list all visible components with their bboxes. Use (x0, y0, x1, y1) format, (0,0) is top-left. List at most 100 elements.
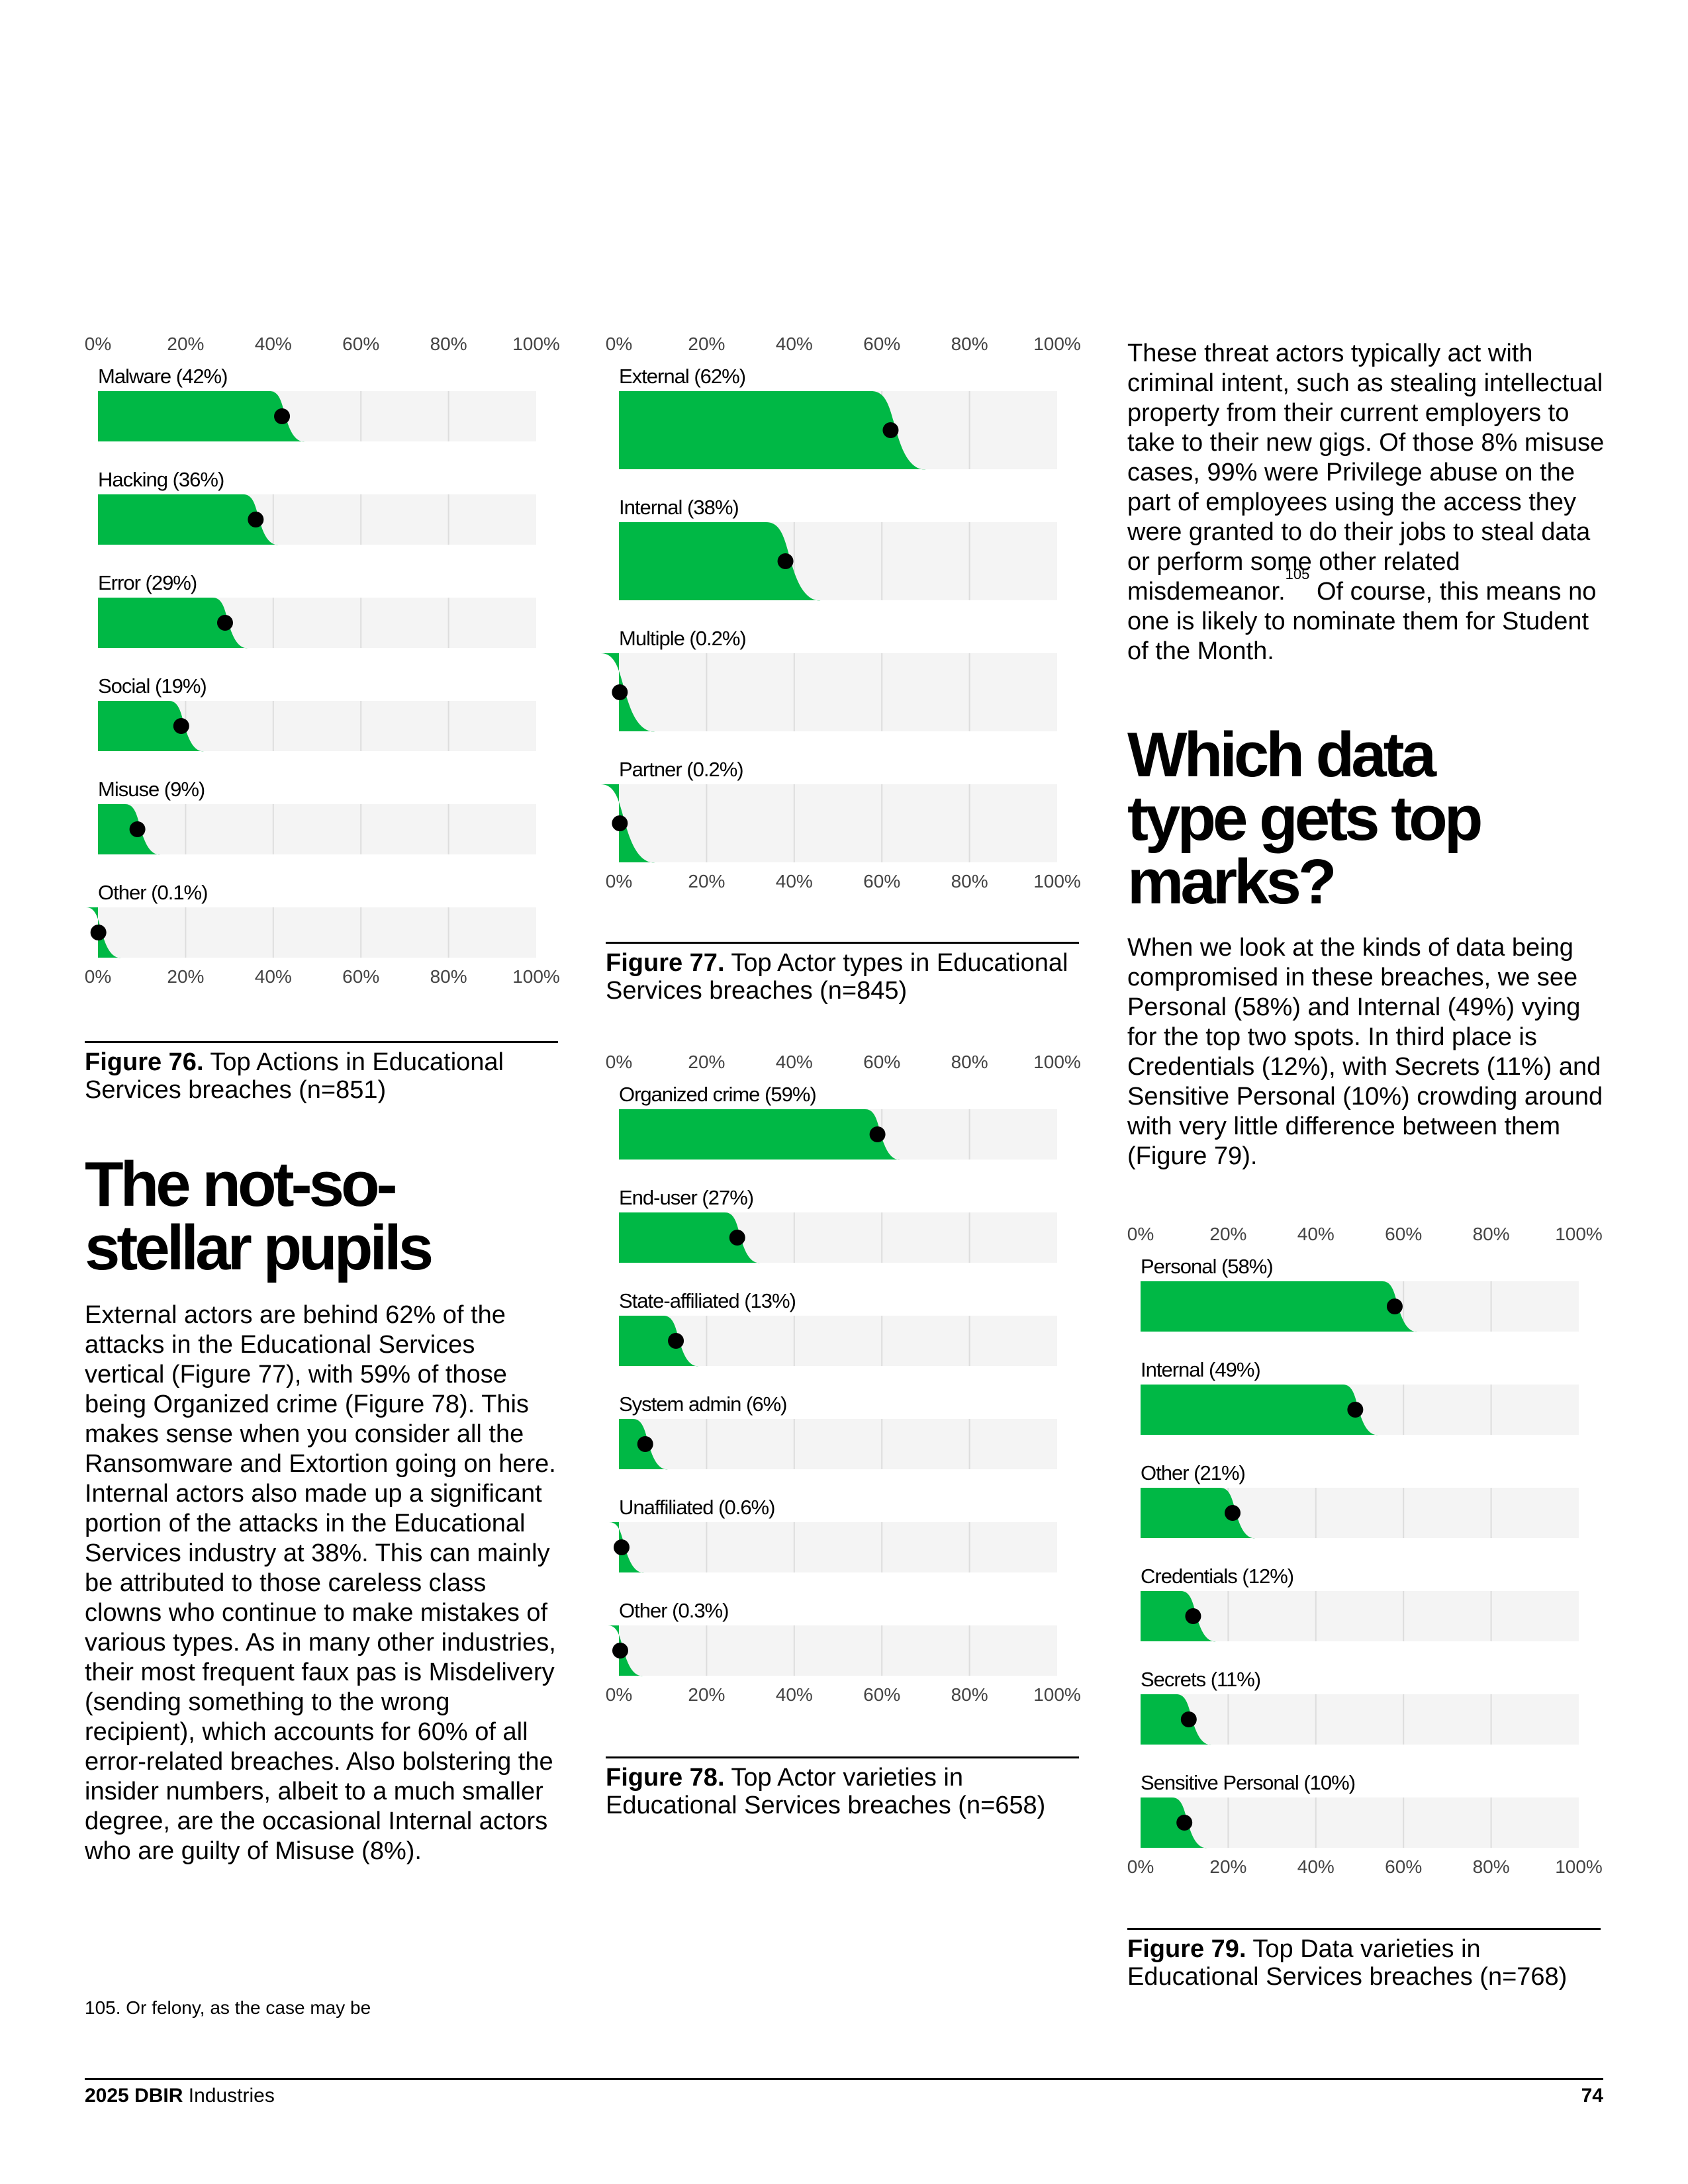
bar-track (98, 804, 536, 854)
x-tick-label-top: 0% (85, 334, 111, 354)
x-tick-label-top: 60% (863, 334, 900, 354)
bar-label: Unaffiliated (0.6%) (619, 1496, 774, 1519)
figure-79-caption: Figure 79. Top Data varieties in Educati… (1127, 1928, 1601, 1991)
bar-label: Secrets (11%) (1141, 1668, 1260, 1691)
x-tick-label-bottom: 0% (85, 966, 111, 987)
x-tick-label-top: 20% (167, 334, 204, 354)
bar (609, 1522, 645, 1573)
value-dot (668, 1333, 684, 1349)
bar (1141, 1591, 1216, 1642)
section-body-pupils: External actors are behind 62% of the at… (85, 1301, 556, 1865)
bar-track (619, 1522, 1057, 1572)
x-tick-label-bottom: 40% (776, 871, 813, 891)
bar-label: End-user (27%) (619, 1186, 753, 1209)
x-tick-label-bottom: 0% (606, 871, 632, 891)
x-tick-label-bottom: 100% (1033, 1684, 1081, 1705)
bar (619, 391, 926, 470)
figure-76-chart: 0% 20% 40% 60% 80% 100% Malware (42%) Hacking (… (85, 334, 588, 989)
footer-rule (85, 2078, 1603, 2080)
x-tick-label-bottom: 20% (1209, 1856, 1246, 1877)
bar-label: Internal (38%) (619, 496, 739, 519)
bar-track (1141, 1591, 1579, 1641)
section-heading-pupils: The not-so-stellar pupils (85, 1149, 434, 1283)
bar-track (619, 1419, 1057, 1469)
x-tick-label-top: 20% (688, 1052, 725, 1072)
value-dot (1180, 1711, 1197, 1727)
bar-label: Personal (58%) (1141, 1255, 1273, 1278)
x-tick-label-bottom: 100% (512, 966, 560, 987)
x-tick-label-bottom: 60% (1385, 1856, 1422, 1877)
x-tick-label-top: 100% (512, 334, 560, 354)
value-dot (1176, 1815, 1193, 1831)
bar (600, 653, 655, 732)
bar-track (619, 653, 1057, 731)
value-dot (729, 1230, 745, 1246)
bar (1141, 1488, 1256, 1539)
bar-label: Organized crime (59%) (619, 1083, 816, 1106)
figure-79-caption-label: Figure 79. (1127, 1935, 1246, 1963)
x-tick-label-top: 60% (863, 1052, 900, 1072)
x-tick-label-top: 20% (1209, 1224, 1246, 1244)
x-tick-label-top: 80% (951, 1052, 988, 1072)
value-dot (248, 512, 264, 527)
bar-label: Other (0.3%) (619, 1599, 728, 1622)
x-tick-label-top: 0% (1127, 1224, 1154, 1244)
value-dot (612, 815, 628, 831)
figure-77-chart: 0% 20% 40% 60% 80% 100% External (62%) Internal… (600, 334, 1109, 894)
bar (98, 804, 160, 855)
bar-label: Other (0.1%) (98, 881, 207, 904)
bar-label: External (62%) (619, 365, 745, 388)
bar-label: Other (21%) (1141, 1461, 1245, 1484)
footer-page-number: 74 (1581, 2085, 1603, 2107)
value-dot (882, 422, 899, 438)
bar (600, 784, 655, 863)
bar (608, 1625, 643, 1676)
x-tick-label-bottom: 20% (688, 1684, 725, 1705)
x-tick-label-bottom: 80% (951, 871, 988, 891)
bar-label: Multiple (0.2%) (619, 627, 746, 650)
x-tick-label-bottom: 60% (863, 1684, 900, 1705)
intro-right-text-2: Of course, this means no one is likely t… (1127, 578, 1597, 665)
figure-77-caption-label: Figure 77. (606, 949, 725, 977)
bar-label: Partner (0.2%) (619, 758, 743, 781)
value-dot (1386, 1298, 1403, 1314)
x-tick-label-bottom: 80% (430, 966, 467, 987)
figure-77-caption-text: Top Actor types in Educational Services … (606, 949, 1068, 1005)
bar (98, 701, 204, 752)
value-dot (274, 408, 291, 424)
x-tick-label-top: 0% (606, 334, 632, 354)
x-tick-label-bottom: 60% (342, 966, 379, 987)
bar-label: Error (29%) (98, 571, 197, 594)
bar (619, 1316, 699, 1367)
figure-78-caption-label: Figure 78. (606, 1764, 725, 1792)
bar (1141, 1281, 1418, 1332)
value-dot (173, 718, 189, 734)
x-tick-label-bottom: 100% (1033, 871, 1081, 891)
bar-label: Sensitive Personal (10%) (1141, 1771, 1355, 1794)
bar-track (619, 1625, 1057, 1676)
footer-left: 2025 DBIR Industries (85, 2085, 275, 2107)
x-tick-label-top: 40% (776, 1052, 813, 1072)
footnote-ref-105: 105 (1285, 566, 1310, 582)
x-tick-label-bottom: 40% (776, 1684, 813, 1705)
bar-label: System admin (6%) (619, 1392, 786, 1416)
figure-79-caption-text: Top Data varieties in Educational Servic… (1127, 1935, 1568, 1991)
value-dot (1225, 1505, 1241, 1521)
bar (98, 598, 248, 649)
section-body-data: When we look at the kinds of data being … (1127, 934, 1603, 1170)
intro-right-body: These threat actors typically act with c… (1127, 339, 1607, 666)
figure-76-caption-text: Top Actions in Educational Services brea… (85, 1048, 504, 1104)
x-tick-label-bottom: 80% (1473, 1856, 1510, 1877)
x-tick-label-top: 100% (1033, 334, 1081, 354)
bar-label: State-affiliated (13%) (619, 1289, 796, 1312)
value-dot (129, 821, 146, 837)
figure-76-caption-label: Figure 76. (85, 1048, 204, 1076)
value-dot (612, 1643, 628, 1659)
x-tick-label-bottom: 40% (255, 966, 292, 987)
x-tick-label-top: 40% (1297, 1224, 1335, 1244)
x-tick-label-top: 0% (606, 1052, 632, 1072)
x-tick-label-top: 100% (1033, 1052, 1081, 1072)
x-tick-label-top: 80% (1473, 1224, 1510, 1244)
x-tick-label-top: 100% (1555, 1224, 1603, 1244)
footnote-105: 105. Or felony, as the case may be (85, 1997, 371, 2018)
